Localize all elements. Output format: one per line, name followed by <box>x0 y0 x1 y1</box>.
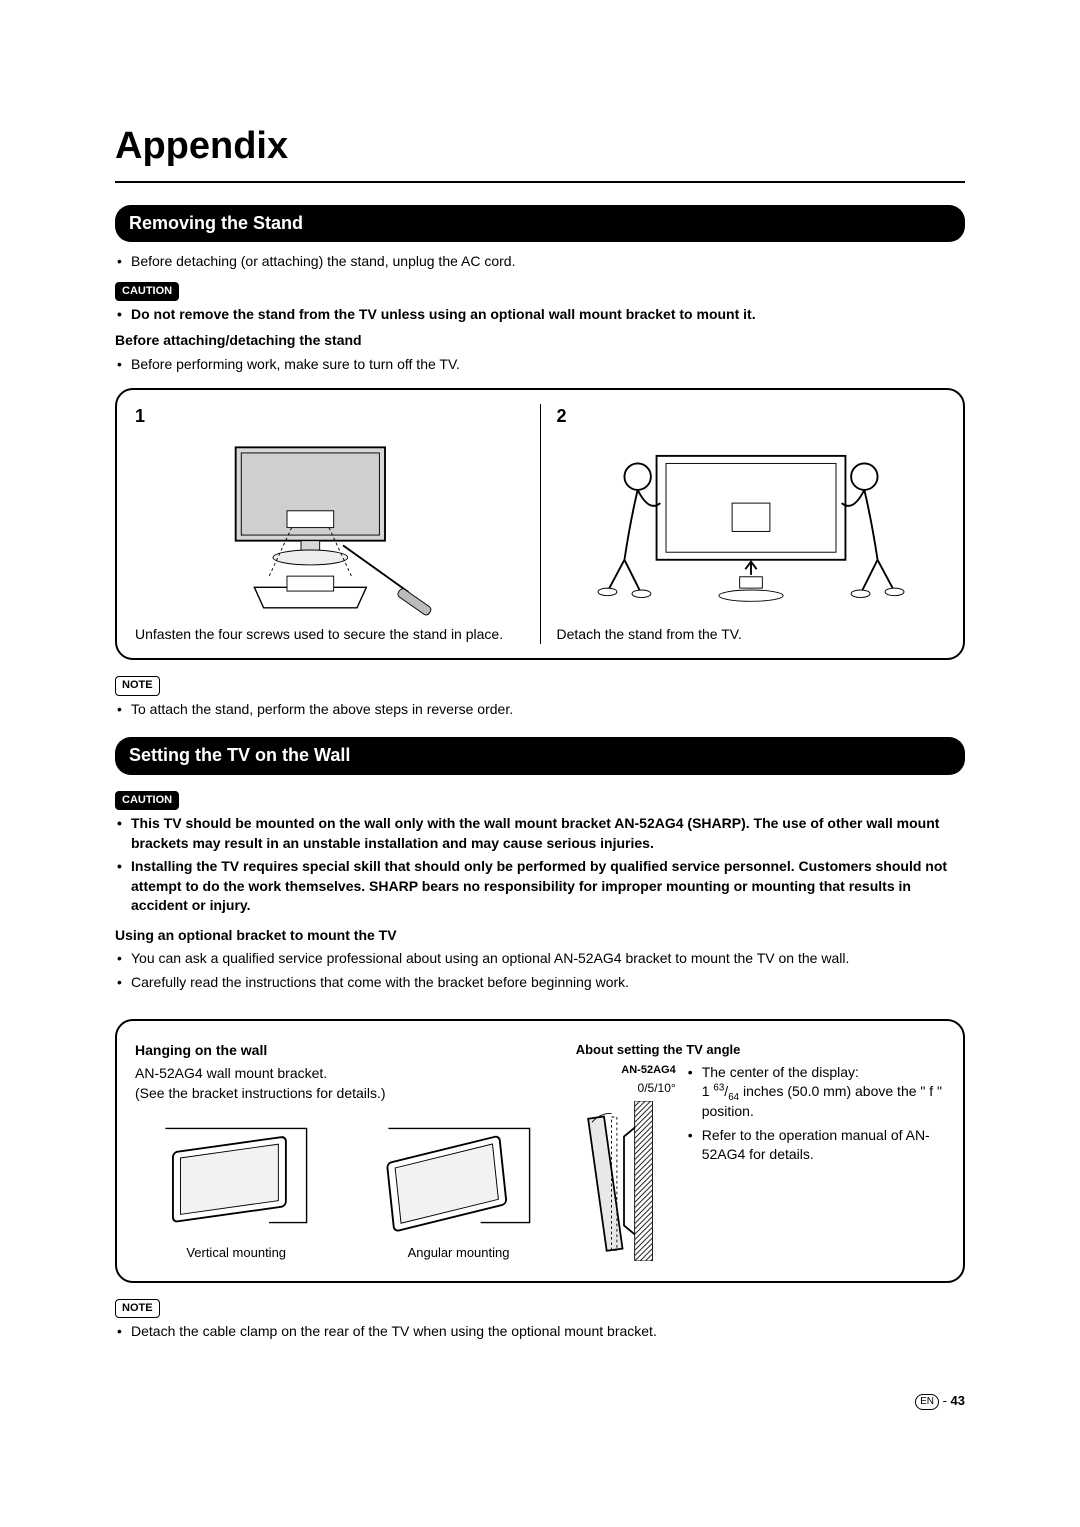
bullet-dot: • <box>117 857 131 916</box>
bullet-dot: • <box>117 949 131 969</box>
bullet-dot: • <box>117 252 131 272</box>
angle-bullet-2-text: Refer to the operation manual of AN-52AG… <box>702 1126 945 1165</box>
note-label-2: NOTE <box>115 1299 160 1318</box>
sub-heading-optional-bracket: Using an optional bracket to mount the T… <box>115 926 965 946</box>
angle-degrees: 0/5/10° <box>576 1080 676 1097</box>
caution-bullet-text: Do not remove the stand from the TV unle… <box>131 305 965 325</box>
step-2: 2 <box>540 404 946 644</box>
caution-label-2: CAUTION <box>115 791 179 810</box>
sub-heading-before-attach: Before attaching/detaching the stand <box>115 331 965 351</box>
step-1-caption: Unfasten the four screws used to secure … <box>135 625 524 645</box>
page-footer: EN - 43 <box>115 1392 965 1410</box>
sub-bullet: • Before performing work, make sure to t… <box>115 355 965 375</box>
bullet-dot: • <box>117 814 131 853</box>
note-label: NOTE <box>115 676 160 695</box>
intro-bullet: • Before detaching (or attaching) the st… <box>115 252 965 272</box>
step-1-number: 1 <box>135 404 524 429</box>
hanging-line2: (See the bracket instructions for detail… <box>135 1084 560 1104</box>
angular-mount-diagram <box>379 1119 539 1232</box>
section-header-removing-stand: Removing the Stand <box>115 205 965 242</box>
mount-row: Vertical mounting Angular mounting <box>135 1119 560 1262</box>
footer-page-num: 43 <box>951 1393 965 1408</box>
angle-model: AN-52AG4 <box>576 1063 676 1078</box>
step-2-number: 2 <box>557 404 946 429</box>
vertical-mount: Vertical mounting <box>135 1119 337 1262</box>
sub2-bullet-1-text: You can ask a qualified service professi… <box>131 949 965 969</box>
caution2-bullet-1: • This TV should be mounted on the wall … <box>115 814 965 853</box>
angle-heading: About setting the TV angle <box>576 1041 945 1059</box>
bullet-dot: • <box>688 1126 702 1165</box>
section-header-wall: Setting the TV on the Wall <box>115 737 965 774</box>
sub2-bullet-2-text: Carefully read the instructions that com… <box>131 973 965 993</box>
bullet-dot: • <box>117 700 131 720</box>
step-2-diagram <box>557 437 946 616</box>
note-bullet: • To attach the stand, perform the above… <box>115 700 965 720</box>
caution2-bullet-2: • Installing the TV requires special ski… <box>115 857 965 916</box>
footer-lang: EN <box>915 1394 939 1410</box>
bullet-dot: • <box>117 973 131 993</box>
angle-side-diagram <box>576 1101 656 1261</box>
angular-mount: Angular mounting <box>357 1119 559 1262</box>
note2-bullet: • Detach the cable clamp on the rear of … <box>115 1322 965 1342</box>
vertical-mount-label: Vertical mounting <box>135 1244 337 1262</box>
bullet-dot: • <box>117 1322 131 1342</box>
vertical-mount-diagram <box>156 1119 316 1232</box>
bullet-dot: • <box>117 305 131 325</box>
step-1-diagram <box>135 437 524 616</box>
wall-panel: Hanging on the wall AN-52AG4 wall mount … <box>115 1019 965 1283</box>
intro-bullet-text: Before detaching (or attaching) the stan… <box>131 252 965 272</box>
sub2-bullet-1: • You can ask a qualified service profes… <box>115 949 965 969</box>
page-title: Appendix <box>115 120 965 183</box>
note-bullet-text: To attach the stand, perform the above s… <box>131 700 965 720</box>
caution2-bullet-1-text: This TV should be mounted on the wall on… <box>131 814 965 853</box>
caution-bullet: • Do not remove the stand from the TV un… <box>115 305 965 325</box>
angle-diagram-col: AN-52AG4 0/5/10° <box>576 1063 676 1267</box>
steps-panel: 1 <box>115 388 965 660</box>
hanging-heading: Hanging on the wall <box>135 1041 560 1061</box>
angle-bullet1-line: 1 63/64 inches (50.0 mm) above the " f "… <box>702 1083 942 1119</box>
sub-bullet-text: Before performing work, make sure to tur… <box>131 355 965 375</box>
angle-bullet-1: • The center of the display: 1 63/64 inc… <box>686 1063 945 1122</box>
angle-bullet1-pre: The center of the display: <box>702 1064 859 1080</box>
sub2-bullet-2: • Carefully read the instructions that c… <box>115 973 965 993</box>
note2-bullet-text: Detach the cable clamp on the rear of th… <box>131 1322 965 1342</box>
caution2-bullet-2-text: Installing the TV requires special skill… <box>131 857 965 916</box>
angular-mount-label: Angular mounting <box>357 1244 559 1262</box>
angle-bullet-1-text: The center of the display: 1 63/64 inche… <box>702 1063 945 1122</box>
step-1: 1 <box>135 404 524 644</box>
caution-label: CAUTION <box>115 282 179 301</box>
bullet-dot: • <box>688 1063 702 1122</box>
bullet-dot: • <box>117 355 131 375</box>
angle-text-col: • The center of the display: 1 63/64 inc… <box>686 1063 945 1267</box>
footer-sep: - <box>939 1393 951 1408</box>
hanging-line1: AN-52AG4 wall mount bracket. <box>135 1064 560 1084</box>
step-2-caption: Detach the stand from the TV. <box>557 625 946 645</box>
angle-bullet-2: • Refer to the operation manual of AN-52… <box>686 1126 945 1165</box>
